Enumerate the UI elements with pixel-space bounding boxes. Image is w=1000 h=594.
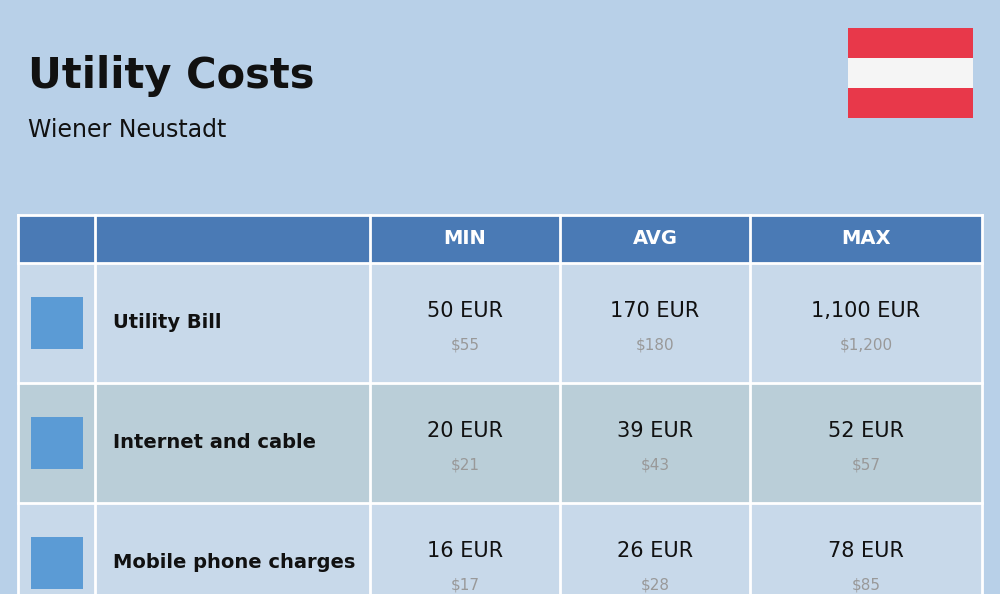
Bar [18,383,982,503]
Text: $85: $85 [852,577,881,592]
Text: $55: $55 [450,337,480,352]
Bar [30,297,82,349]
Text: $17: $17 [450,577,480,592]
Bar [30,417,82,469]
Text: 16 EUR: 16 EUR [427,541,503,561]
Text: Internet and cable: Internet and cable [113,434,316,453]
Text: Wiener Neustadt: Wiener Neustadt [28,118,226,142]
Text: 50 EUR: 50 EUR [427,301,503,321]
Text: 39 EUR: 39 EUR [617,421,693,441]
Bar [848,28,973,58]
Text: Utility Bill: Utility Bill [113,314,222,333]
Text: Mobile phone charges: Mobile phone charges [113,554,355,573]
Text: 52 EUR: 52 EUR [828,421,904,441]
Bar [18,215,982,263]
Bar [848,58,973,88]
Bar [30,537,82,589]
Text: 170 EUR: 170 EUR [610,301,700,321]
Text: AVG: AVG [633,229,678,248]
Bar [18,263,982,383]
Text: MAX: MAX [841,229,891,248]
Bar [848,88,973,118]
Text: 20 EUR: 20 EUR [427,421,503,441]
Text: $180: $180 [636,337,674,352]
Text: $21: $21 [450,457,480,472]
Text: 26 EUR: 26 EUR [617,541,693,561]
Text: MIN: MIN [444,229,486,248]
Text: $28: $28 [640,577,670,592]
Text: $1,200: $1,200 [839,337,893,352]
Text: 1,100 EUR: 1,100 EUR [811,301,921,321]
Bar [18,503,982,594]
Text: Utility Costs: Utility Costs [28,55,314,97]
Text: $57: $57 [852,457,881,472]
Text: $43: $43 [640,457,670,472]
Text: 78 EUR: 78 EUR [828,541,904,561]
